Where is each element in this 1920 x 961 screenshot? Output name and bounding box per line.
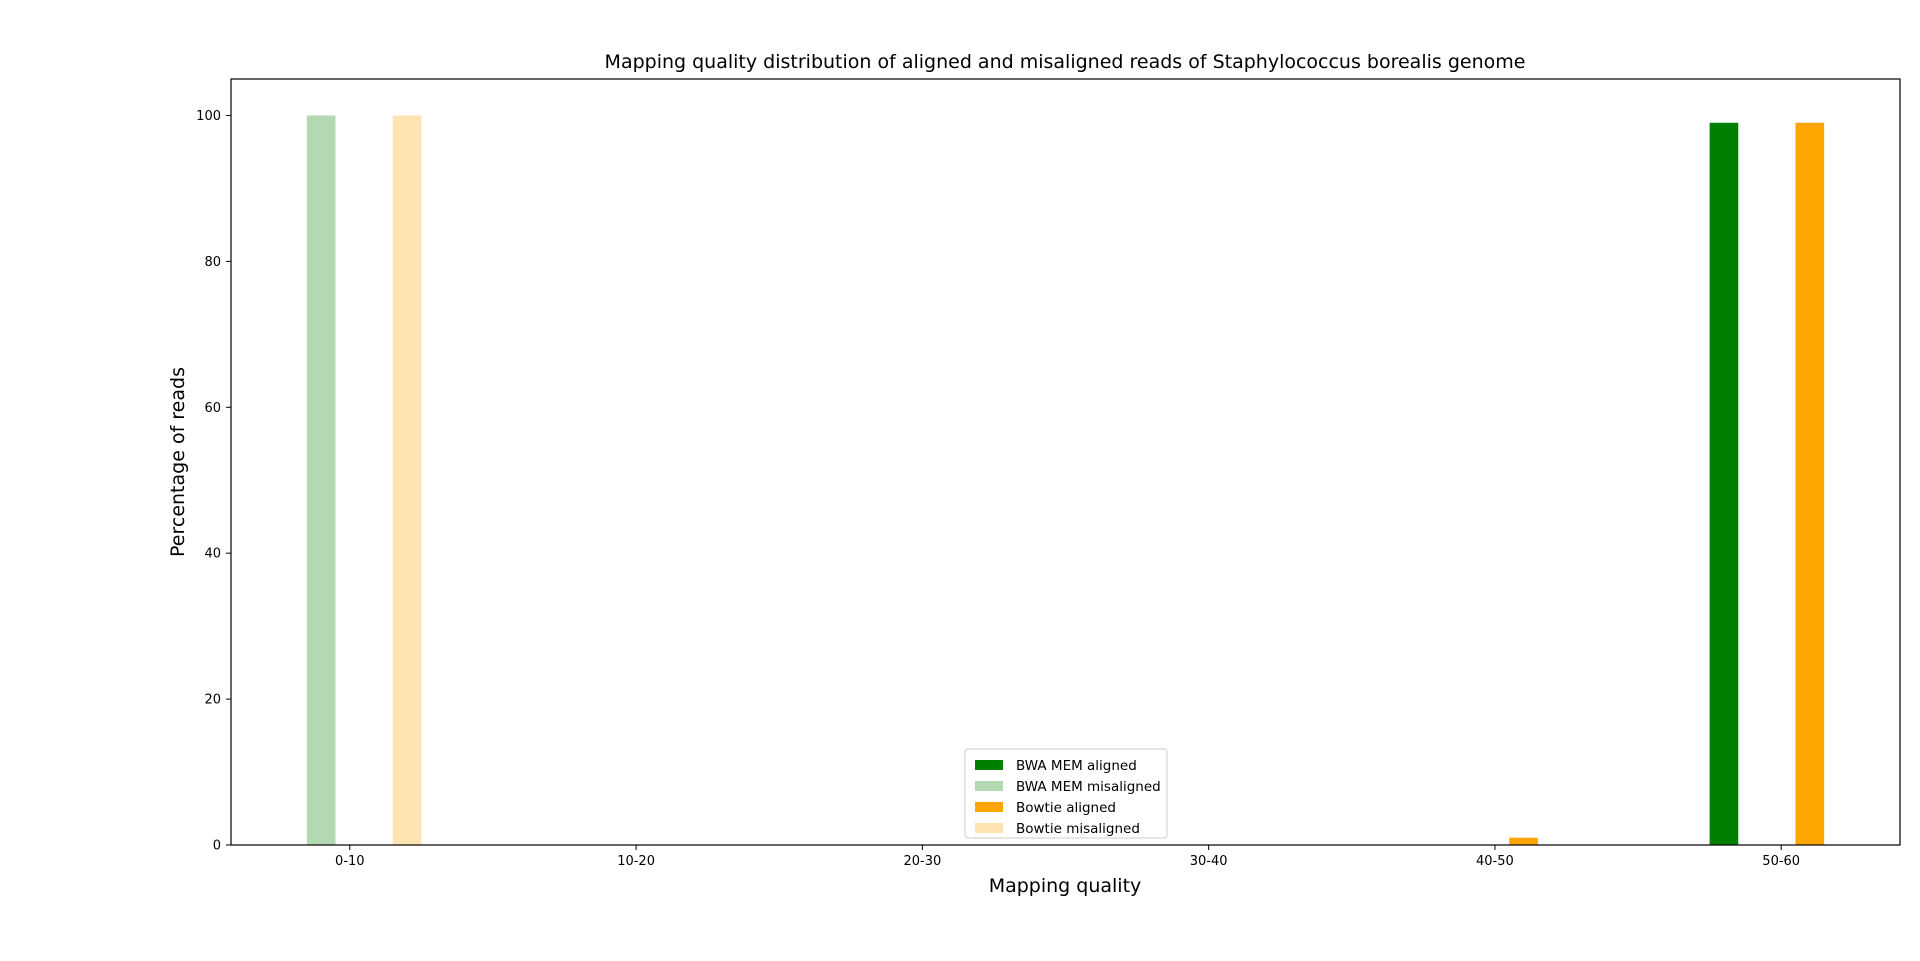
x-axis-label: Mapping quality <box>989 875 1142 897</box>
legend-label: BWA MEM misaligned <box>1016 779 1161 795</box>
bar-bowtie-aligned-50-60 <box>1795 122 1825 846</box>
bar-bwa-mem-misaligned-0-10 <box>306 115 336 845</box>
y-tick-label: 100 <box>196 109 221 124</box>
x-tick-label: 10-20 <box>617 854 655 869</box>
plot-frame <box>230 78 1901 846</box>
x-axis-ticks: 0-10 10-20 20-30 30-40 40-50 50-60 <box>335 845 1800 869</box>
y-tick-label: 60 <box>204 401 221 416</box>
y-axis-ticks: 0 20 40 60 80 100 <box>196 109 231 854</box>
chart-title: Mapping quality distribution of aligned … <box>605 51 1526 73</box>
legend: BWA MEM aligned BWA MEM misaligned Bowtie … <box>964 748 1168 839</box>
y-axis-label: Percentage of reads <box>167 367 189 557</box>
y-tick-label: 20 <box>204 693 221 708</box>
bar-bowtie-aligned-40-50 <box>1509 837 1538 845</box>
x-tick-label: 0-10 <box>335 854 365 869</box>
bar-bwa-mem-aligned-50-60 <box>1709 122 1739 846</box>
legend-swatch <box>975 802 1003 812</box>
legend-label: BWA MEM aligned <box>1016 758 1137 774</box>
legend-swatch <box>975 760 1003 770</box>
y-tick-label: 80 <box>204 255 221 270</box>
legend-swatch <box>975 823 1003 833</box>
y-tick-label: 40 <box>204 547 221 562</box>
x-tick-label: 20-30 <box>903 854 941 869</box>
y-tick-label: 0 <box>213 839 221 854</box>
legend-swatch <box>975 781 1003 791</box>
bars-layer <box>306 115 1825 846</box>
legend-box <box>964 748 1168 839</box>
x-tick-label: 40-50 <box>1476 854 1514 869</box>
x-tick-label: 30-40 <box>1190 854 1228 869</box>
bar-bowtie-misaligned-0-10 <box>392 115 422 845</box>
x-tick-label: 50-60 <box>1762 854 1800 869</box>
legend-label: Bowtie aligned <box>1016 800 1116 816</box>
legend-label: Bowtie misaligned <box>1016 821 1140 837</box>
